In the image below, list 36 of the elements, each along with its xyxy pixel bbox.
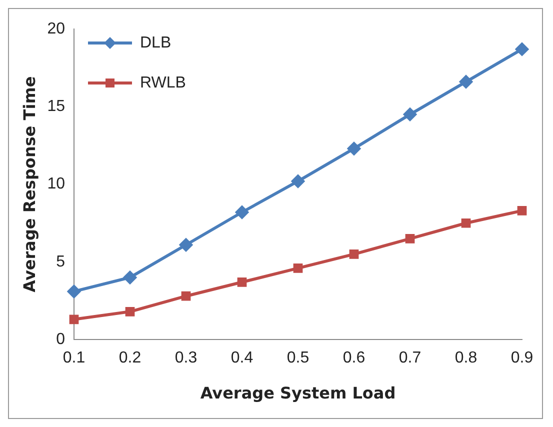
point	[69, 314, 79, 324]
point	[404, 108, 416, 121]
point	[348, 142, 360, 156]
point	[180, 238, 192, 252]
legend-label: DLB	[140, 34, 172, 52]
legend-label: RWLB	[140, 74, 186, 92]
point	[237, 277, 247, 287]
x-tick-label: 0.6	[342, 350, 366, 367]
y-tick-label: 10	[47, 176, 66, 193]
y-tick-label: 20	[47, 20, 66, 38]
y-axis-title: Average Response Time	[20, 76, 39, 292]
point	[292, 174, 304, 188]
x-tick-label: 0.2	[118, 350, 142, 367]
point	[460, 75, 472, 88]
y-tick-label: 15	[47, 98, 66, 116]
point	[461, 218, 471, 228]
point	[181, 291, 191, 301]
point	[67, 284, 80, 298]
x-tick-label: 0.3	[174, 350, 198, 367]
x-tick-label: 0.1	[62, 350, 86, 367]
x-tick-label: 0.8	[454, 350, 478, 367]
point	[236, 206, 248, 219]
point	[516, 42, 528, 56]
y-tick-label: 5	[56, 253, 66, 270]
x-axis-title: Average System Load	[200, 384, 396, 403]
x-tick-label: 0.7	[398, 350, 422, 367]
point	[293, 263, 303, 273]
y-tick-label: 0	[56, 331, 66, 348]
point	[124, 270, 136, 284]
point	[125, 306, 135, 316]
point	[517, 206, 527, 216]
point	[349, 250, 359, 259]
x-tick-label: 0.5	[286, 350, 310, 367]
x-tick-label: 0.4	[230, 350, 254, 367]
point	[405, 234, 415, 244]
x-tick-label: 0.9	[510, 350, 534, 367]
